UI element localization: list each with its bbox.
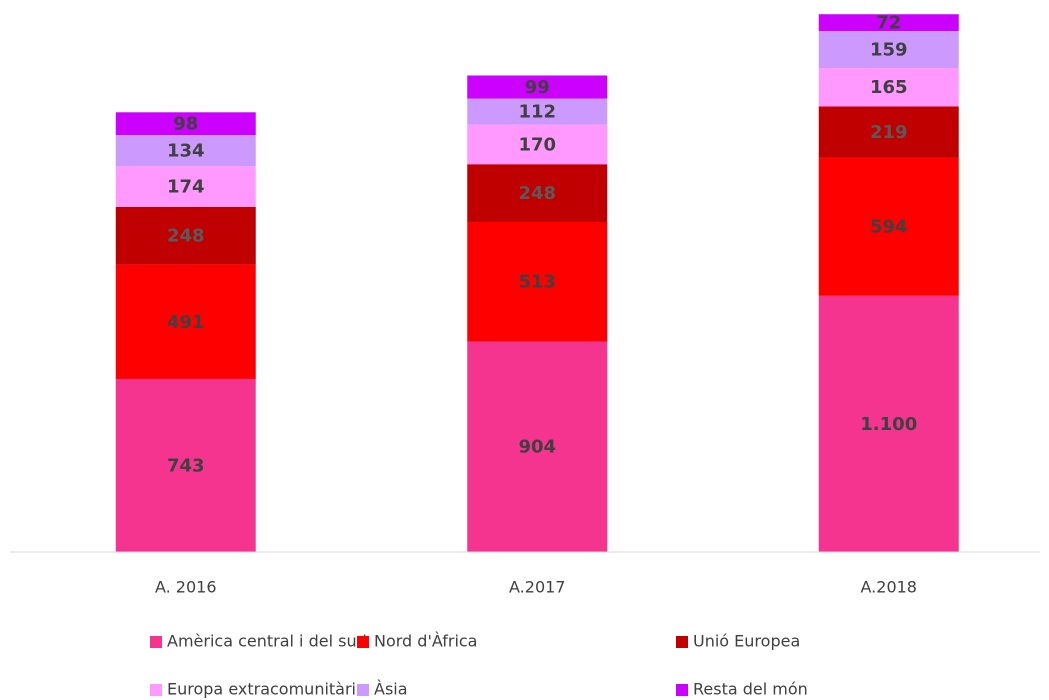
bar-segment [818, 157, 959, 296]
x-tick-label: A. 2016 [155, 578, 217, 597]
bar-segment [467, 98, 608, 125]
legend-swatch [150, 636, 162, 648]
bar-segment [818, 14, 959, 32]
data-label: 134 [167, 141, 205, 162]
data-label: 594 [870, 217, 908, 238]
data-label: 170 [518, 134, 556, 155]
data-label: 248 [167, 226, 205, 247]
data-label: 904 [518, 437, 556, 458]
bar-segment [115, 135, 256, 167]
legend-swatch [357, 684, 369, 696]
bar-segment [467, 221, 608, 342]
data-label: 174 [167, 177, 205, 198]
bar-segment [467, 341, 608, 552]
legend-label: Amèrica central i del sud [167, 632, 367, 651]
data-label: 219 [870, 122, 908, 143]
legend-swatch [676, 636, 688, 648]
legend-label: Resta del món [693, 680, 808, 699]
legend-swatch [150, 684, 162, 696]
bar-segment [818, 31, 959, 69]
bar-segment [818, 295, 959, 552]
data-label: 98 [173, 114, 198, 135]
legend-label: Unió Europea [693, 632, 800, 651]
x-tick-label: A.2018 [861, 578, 917, 597]
data-label: 248 [518, 183, 556, 204]
bar-segment [115, 264, 256, 379]
bar-segment [818, 106, 959, 158]
bar-segment [115, 166, 256, 207]
legend-swatch [357, 636, 369, 648]
bar-segment [467, 124, 608, 165]
bar-segment [115, 206, 256, 265]
data-label: 165 [870, 77, 908, 98]
data-label: 112 [518, 102, 556, 123]
legend-label: Europa extracomunitària [167, 680, 366, 699]
bar-segment [115, 112, 256, 136]
legend-label: Nord d'Àfrica [374, 632, 477, 651]
bar-segment [115, 378, 256, 552]
data-label: 743 [167, 455, 205, 476]
data-label: 99 [525, 77, 550, 98]
bar-segment [467, 75, 608, 99]
bar-segment [467, 164, 608, 222]
data-label: 1.100 [860, 414, 917, 435]
data-label: 513 [518, 272, 556, 293]
data-label: 491 [167, 312, 205, 333]
bar-segment [818, 68, 959, 107]
legend-label: Àsia [374, 680, 408, 699]
data-label: 72 [876, 13, 901, 34]
data-label: 159 [870, 40, 908, 61]
x-tick-label: A.2017 [509, 578, 565, 597]
legend-swatch [676, 684, 688, 696]
